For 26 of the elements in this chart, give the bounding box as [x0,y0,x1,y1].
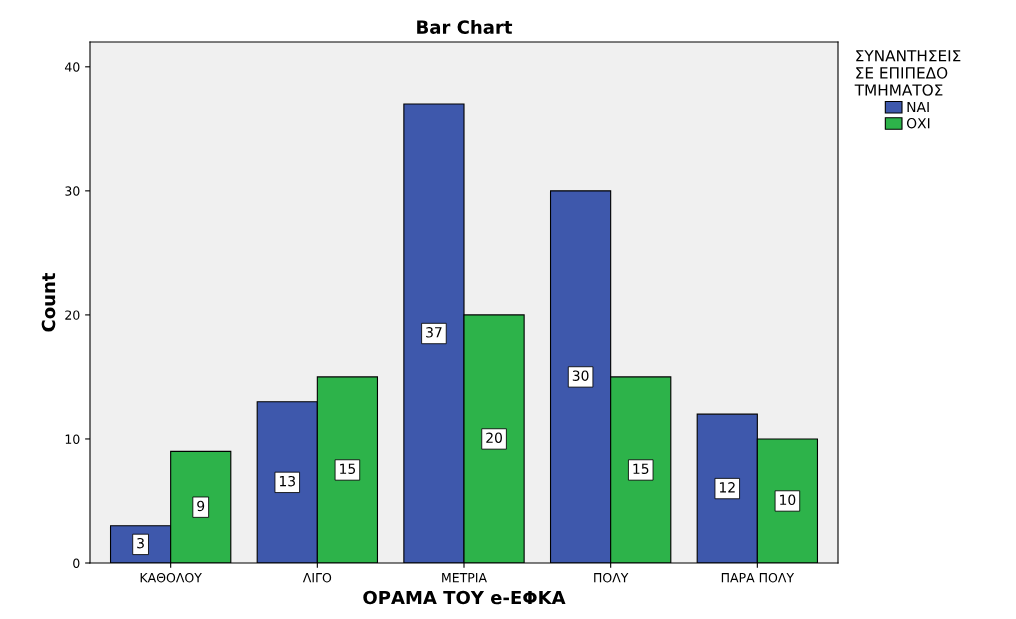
data-label: 12 [719,482,735,493]
y-tick-label: 0 [73,558,80,568]
y-axis-title: Count [41,272,56,332]
data-label: 15 [340,463,356,474]
y-tick-label: 30 [65,186,80,196]
data-label: 37 [426,327,442,338]
data-label: 3 [137,537,144,549]
legend-label: ΟΧΙ [906,117,930,129]
data-label: 10 [780,494,796,506]
data-label: 9 [197,500,205,512]
x-tick-label: ΠΑΡΑ ΠΟΛΥ [721,572,795,583]
y-tick-label: 20 [65,310,80,320]
data-label: 15 [633,463,649,474]
chart-title: Bar Chart [417,19,513,34]
legend-title: ΣΥΝΑΝΤΗΣΕΙΣ ΣΕ ΕΠΙΠΕΔΟ ΤΜΗΜΑΤΟΣ [854,50,961,96]
x-tick-label: ΚΑΘΟΛΟΥ [140,572,202,583]
x-axis-title: ΟΡΑΜΑ ΤΟΥ e-ΕΦΚΑ [363,590,566,605]
data-label: 20 [486,432,502,443]
x-tick-label: ΛΙΓΟ [302,572,332,583]
x-tick-label: ΜΕΤΡΙΑ [442,573,487,583]
data-label: 30 [572,370,589,381]
y-tick-label: 10 [65,434,80,444]
x-tick-label: ΠΟΛΥ [594,572,629,583]
data-label: 13 [279,475,295,487]
y-tick-label: 40 [64,62,80,72]
legend-label: ΝΑΙ [907,101,929,113]
